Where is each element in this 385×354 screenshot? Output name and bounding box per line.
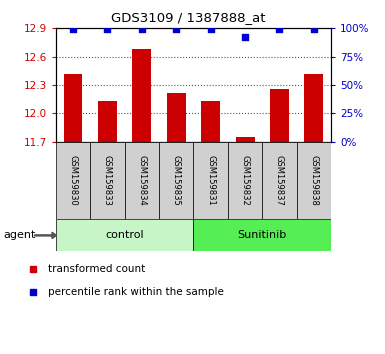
Bar <box>236 137 254 142</box>
Point <box>70 27 76 32</box>
Bar <box>64 74 82 142</box>
Point <box>208 27 214 32</box>
Text: GSM159831: GSM159831 <box>206 155 215 206</box>
Bar <box>305 74 323 142</box>
Bar <box>194 219 331 251</box>
Bar <box>90 142 125 219</box>
Text: GSM159837: GSM159837 <box>275 155 284 206</box>
Bar <box>262 142 297 219</box>
Text: GDS3109 / 1387888_at: GDS3109 / 1387888_at <box>111 11 266 24</box>
Bar <box>56 142 90 219</box>
Text: GSM159835: GSM159835 <box>172 155 181 206</box>
Point <box>139 27 145 32</box>
Bar <box>56 219 194 251</box>
Bar <box>132 49 151 142</box>
Text: GSM159833: GSM159833 <box>103 155 112 206</box>
Bar <box>159 142 194 219</box>
Bar <box>201 101 220 142</box>
Text: percentile rank within the sample: percentile rank within the sample <box>48 287 224 297</box>
Point <box>242 35 248 40</box>
Text: agent: agent <box>4 230 36 240</box>
Point <box>276 27 283 32</box>
Bar <box>297 142 331 219</box>
Point <box>311 27 317 32</box>
Bar <box>228 142 262 219</box>
Text: control: control <box>105 230 144 240</box>
Bar <box>125 142 159 219</box>
Bar <box>167 92 186 142</box>
Text: GSM159834: GSM159834 <box>137 155 146 206</box>
Point <box>173 27 179 32</box>
Bar <box>98 101 117 142</box>
Bar <box>270 89 289 142</box>
Text: GSM159830: GSM159830 <box>69 155 77 206</box>
Point <box>104 27 110 32</box>
Bar <box>194 142 228 219</box>
Text: GSM159832: GSM159832 <box>241 155 249 206</box>
Text: GSM159838: GSM159838 <box>310 155 318 206</box>
Text: transformed count: transformed count <box>48 264 145 274</box>
Text: Sunitinib: Sunitinib <box>238 230 287 240</box>
